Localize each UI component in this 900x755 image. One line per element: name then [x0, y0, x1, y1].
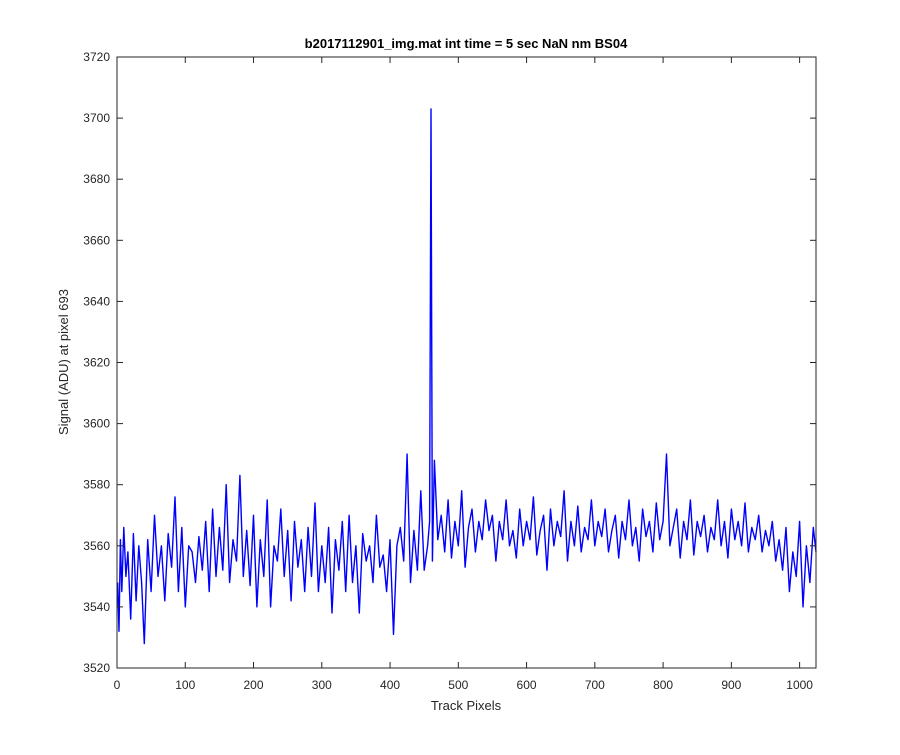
chart-title: b2017112901_img.mat int time = 5 sec NaN… [305, 36, 628, 51]
x-tick-label: 900 [721, 678, 741, 692]
x-tick-label: 200 [244, 678, 264, 692]
x-tick-label: 300 [312, 678, 332, 692]
x-tick-label: 700 [585, 678, 605, 692]
x-tick-label: 400 [380, 678, 400, 692]
y-axis: 3520 3540 3560 3580 3600 3620 3640 3660 3680 3700… [83, 50, 816, 675]
series-line-0 [117, 108, 817, 645]
plot-background [117, 57, 816, 668]
y-tick-label: 3620 [83, 356, 110, 370]
y-tick-label: 3660 [83, 233, 110, 247]
series-layer [117, 108, 817, 645]
y-tick-label: 3640 [83, 294, 110, 308]
x-tick-label: 1000 [786, 678, 813, 692]
x-tick-label: 0 [114, 678, 121, 692]
y-tick-label: 3600 [83, 417, 110, 431]
x-tick-label: 500 [448, 678, 468, 692]
x-tick-label: 600 [517, 678, 537, 692]
y-axis-label: Signal (ADU) at pixel 693 [56, 289, 71, 435]
y-tick-label: 3700 [83, 111, 110, 125]
y-tick-label: 3580 [83, 478, 110, 492]
x-tick-label: 800 [653, 678, 673, 692]
x-axis: 0 100 200 300 400 500 600 700 800 900 1000 [114, 57, 813, 692]
x-tick-label: 100 [175, 678, 195, 692]
y-tick-label: 3680 [83, 172, 110, 186]
x-axis-label: Track Pixels [431, 698, 502, 713]
y-tick-label: 3720 [83, 50, 110, 64]
y-tick-label: 3560 [83, 539, 110, 553]
y-tick-label: 3540 [83, 600, 110, 614]
y-tick-label: 3520 [83, 661, 110, 675]
